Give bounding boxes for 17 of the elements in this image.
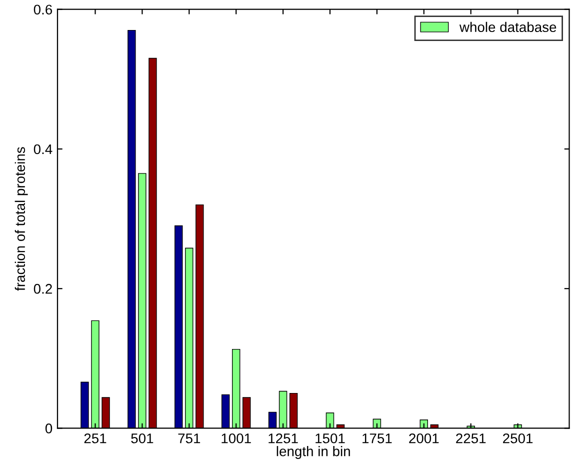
y-tick-label: 0.4 — [34, 144, 52, 154]
x-tick-label: 1251 — [268, 433, 298, 444]
x-tick-label: 1001 — [222, 433, 251, 444]
y-tick-label: 0.2 — [34, 284, 52, 294]
x-tick-label: 2251 — [456, 433, 486, 444]
x-tick-label: 1751 — [362, 434, 392, 444]
x-tick-label: 251 — [84, 433, 106, 444]
y-tick-label: 0 — [45, 424, 52, 434]
x-tick-label: 751 — [178, 434, 200, 444]
x-tick-label: 1501 — [316, 433, 345, 444]
x-axis-title: length in bin — [276, 446, 350, 459]
x-tick-label: 2001 — [409, 433, 439, 444]
y-axis-title: fraction of total proteins — [14, 147, 28, 291]
x-tick-label: 501 — [131, 433, 154, 444]
legend-label: whole database — [459, 22, 556, 32]
x-tick-label: 2501 — [503, 433, 533, 444]
y-tick-label: 0.6 — [34, 4, 52, 15]
